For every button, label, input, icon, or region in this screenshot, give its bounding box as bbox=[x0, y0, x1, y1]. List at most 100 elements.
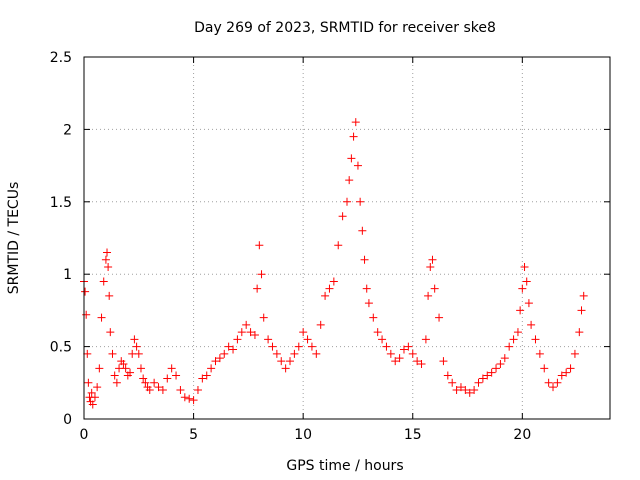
data-point bbox=[303, 335, 312, 344]
data-point bbox=[110, 371, 119, 380]
y-tick-label: 2 bbox=[63, 122, 72, 138]
data-points bbox=[80, 118, 588, 409]
data-point bbox=[136, 364, 145, 373]
data-point bbox=[224, 342, 233, 351]
data-point bbox=[233, 335, 242, 344]
data-point bbox=[478, 374, 487, 383]
data-point bbox=[426, 262, 435, 271]
data-point bbox=[126, 368, 135, 377]
data-point bbox=[97, 313, 106, 322]
data-point bbox=[99, 277, 108, 286]
data-point bbox=[417, 359, 426, 368]
data-point bbox=[104, 262, 113, 271]
data-point bbox=[325, 284, 334, 293]
data-point bbox=[103, 248, 112, 257]
data-point bbox=[112, 378, 121, 387]
data-point bbox=[544, 378, 553, 387]
data-point bbox=[362, 284, 371, 293]
data-point bbox=[347, 154, 356, 163]
data-point bbox=[150, 378, 159, 387]
data-point bbox=[553, 378, 562, 387]
data-point bbox=[349, 132, 358, 141]
data-point bbox=[500, 354, 509, 363]
data-point bbox=[167, 364, 176, 373]
data-point bbox=[158, 386, 167, 395]
data-point bbox=[557, 371, 566, 380]
y-axis-label: SRMTID / TECUs bbox=[6, 182, 22, 295]
y-tick-label: 2.5 bbox=[50, 50, 72, 66]
data-point bbox=[82, 310, 91, 319]
data-point bbox=[408, 349, 417, 358]
data-point bbox=[316, 320, 325, 329]
x-tick-label: 5 bbox=[189, 427, 198, 443]
data-point bbox=[516, 306, 525, 315]
data-point bbox=[474, 378, 483, 387]
data-point bbox=[145, 386, 154, 395]
data-point bbox=[535, 349, 544, 358]
data-point bbox=[101, 255, 110, 264]
data-point bbox=[487, 368, 496, 377]
data-point bbox=[518, 284, 527, 293]
data-point bbox=[399, 345, 408, 354]
data-point bbox=[439, 357, 448, 366]
x-tick-label: 10 bbox=[294, 427, 312, 443]
y-tick-label: 0.5 bbox=[50, 340, 72, 356]
x-tick-label: 20 bbox=[513, 427, 531, 443]
grid-lines bbox=[84, 57, 610, 419]
data-point bbox=[207, 364, 216, 373]
data-point bbox=[250, 331, 259, 340]
plot-frame bbox=[83, 56, 611, 420]
chart-title: Day 269 of 2023, SRMTID for receiver ske… bbox=[194, 20, 496, 36]
data-point bbox=[134, 349, 143, 358]
data-point bbox=[211, 357, 220, 366]
data-point bbox=[229, 345, 238, 354]
data-point bbox=[264, 335, 273, 344]
data-point bbox=[119, 359, 128, 368]
data-point bbox=[356, 197, 365, 206]
data-point bbox=[579, 291, 588, 300]
data-point bbox=[202, 371, 211, 380]
data-point bbox=[443, 371, 452, 380]
data-point bbox=[483, 371, 492, 380]
data-point bbox=[329, 277, 338, 286]
data-point bbox=[95, 364, 104, 373]
data-point bbox=[299, 328, 308, 337]
data-point bbox=[220, 349, 229, 358]
data-point bbox=[540, 364, 549, 373]
data-point bbox=[404, 342, 413, 351]
data-point bbox=[242, 320, 251, 329]
data-point bbox=[277, 357, 286, 366]
data-point bbox=[255, 241, 264, 250]
data-point bbox=[83, 349, 92, 358]
data-point bbox=[378, 335, 387, 344]
data-point bbox=[163, 374, 172, 383]
data-point bbox=[428, 255, 437, 264]
data-point bbox=[452, 386, 461, 395]
data-point bbox=[108, 349, 117, 358]
data-point bbox=[90, 393, 99, 402]
data-point bbox=[294, 342, 303, 351]
data-point bbox=[369, 313, 378, 322]
data-point bbox=[268, 342, 277, 351]
data-point bbox=[513, 328, 522, 337]
data-point bbox=[176, 386, 185, 395]
data-point bbox=[351, 118, 360, 127]
data-point bbox=[456, 383, 465, 392]
data-point bbox=[81, 287, 90, 296]
data-point bbox=[106, 328, 115, 337]
x-axis-ticks: 0 5 10 15 20 bbox=[80, 57, 531, 443]
data-point bbox=[88, 400, 97, 409]
data-point bbox=[334, 241, 343, 250]
data-point bbox=[87, 388, 96, 397]
data-point bbox=[132, 342, 141, 351]
data-point bbox=[413, 357, 422, 366]
data-point bbox=[465, 388, 474, 397]
data-point bbox=[93, 383, 102, 392]
data-point bbox=[189, 396, 198, 405]
data-point bbox=[84, 378, 93, 387]
data-point bbox=[395, 354, 404, 363]
x-tick-label: 0 bbox=[80, 427, 89, 443]
data-point bbox=[360, 255, 369, 264]
data-point bbox=[180, 393, 189, 402]
